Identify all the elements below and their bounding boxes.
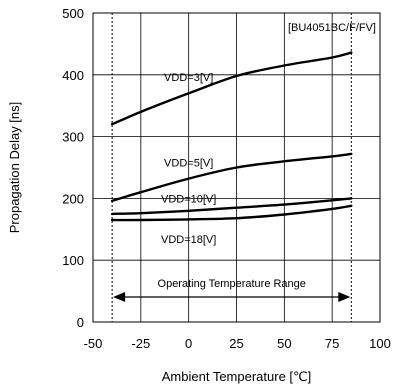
operating-range: Operating Temperature Range	[111, 13, 352, 322]
x-tick-label: 50	[277, 336, 291, 351]
y-tick-label: 300	[62, 130, 84, 145]
series-label-2: VDD=10[V]	[161, 194, 216, 206]
series-line-1	[110, 152, 353, 203]
y-tick-label: 200	[62, 191, 84, 206]
series-line-2	[110, 197, 353, 216]
series-line-0	[110, 51, 353, 126]
y-tick-label: 400	[62, 68, 84, 83]
y-tick-label: 100	[62, 253, 84, 268]
x-axis-label: Ambient Temperature [℃]	[162, 369, 311, 384]
plot-frame	[92, 12, 381, 323]
series-label-1: VDD=5[V]	[164, 157, 213, 169]
x-tick-label: -25	[131, 336, 150, 351]
y-axis-label: Propagation Delay [ns]	[7, 102, 22, 234]
y-tick-label: 0	[77, 315, 84, 330]
x-tick-label: 75	[325, 336, 339, 351]
x-tick-label: 25	[229, 336, 243, 351]
tick-labels: -50 -25 0 25 50 75 100 0 100 200 300 400 500	[62, 6, 391, 351]
x-tick-label: 0	[185, 336, 192, 351]
range-arrow-right-head	[338, 292, 351, 302]
series-line-3	[110, 204, 353, 222]
range-arrow-left-head	[113, 292, 126, 302]
operating-range-label: Operating Temperature Range	[158, 278, 306, 290]
y-tick-label: 500	[62, 6, 84, 21]
series-label-0: VDD=3[V]	[164, 72, 213, 84]
part-number-annotation: [BU4051BC/F/FV]	[288, 22, 376, 34]
series-curves: VDD=3[V] VDD=5[V] VDD=10[V] VDD=18[V]	[110, 51, 353, 246]
x-tick-label: -50	[84, 336, 103, 351]
series-label-3: VDD=18[V]	[161, 234, 216, 246]
x-tick-label: 100	[369, 336, 391, 351]
